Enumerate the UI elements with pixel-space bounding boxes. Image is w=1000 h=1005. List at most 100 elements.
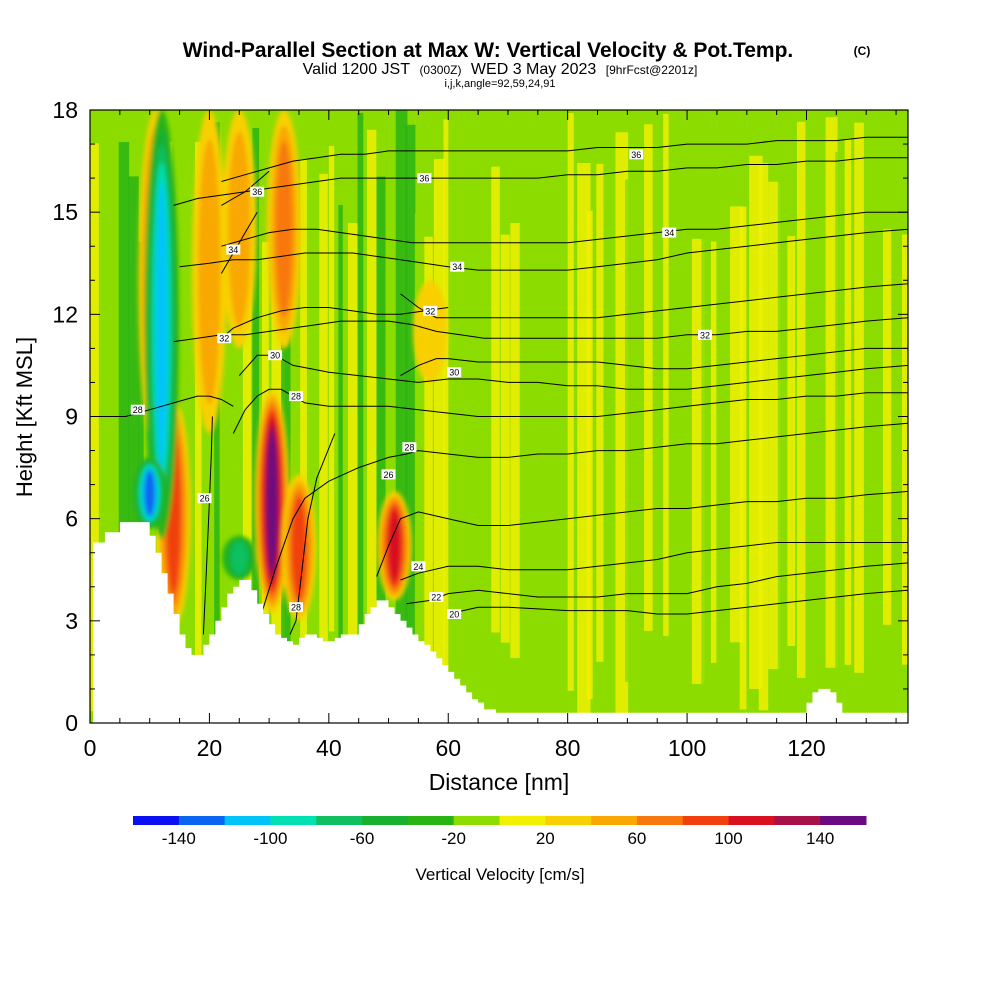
velocity-stripe xyxy=(338,205,343,651)
colorbar-tick-label: -140 xyxy=(162,829,196,848)
isentrope-label: 20 xyxy=(447,609,462,620)
x-tick-label: 120 xyxy=(787,735,825,761)
colorbar-label: Vertical Velocity [cm/s] xyxy=(415,865,584,884)
isentrope-label-text: 26 xyxy=(200,494,210,504)
velocity-stripe xyxy=(281,158,291,690)
copyright-mark: (C) xyxy=(854,44,871,58)
forecast-info: [9hrFcst@2201z] xyxy=(606,63,698,77)
isentrope-label-bg xyxy=(402,442,417,453)
isentrope-label-bg xyxy=(130,404,145,415)
y-tick-label: 9 xyxy=(65,404,78,430)
updraft-core xyxy=(388,509,401,583)
isentrope-label: 30 xyxy=(447,367,462,378)
velocity-stripe xyxy=(491,166,500,633)
velocity-stripe xyxy=(347,223,359,700)
velocity-stripe xyxy=(586,210,593,700)
velocity-stripe xyxy=(386,150,391,700)
velocity-stripe xyxy=(854,122,865,673)
isentrope-label-bg xyxy=(289,391,303,402)
isentrope-label-text: 30 xyxy=(270,351,280,361)
velocity-stripe xyxy=(252,127,260,648)
velocity-stripe xyxy=(539,208,548,633)
isentrope-label: 26 xyxy=(381,469,396,480)
isentrope-label-bg xyxy=(429,592,444,602)
isentrope-label: 32 xyxy=(217,333,232,344)
velocity-stripe xyxy=(519,185,529,624)
velocity-stripe xyxy=(892,245,899,638)
isentrope-label-bg xyxy=(250,186,265,197)
downdraft-core xyxy=(155,180,168,469)
isentrope-label: 28 xyxy=(402,442,417,453)
isentrope-label-bg xyxy=(447,609,462,619)
isentrope-label-bg xyxy=(417,173,432,184)
isentrope-line xyxy=(448,589,908,615)
velocity-stripe xyxy=(816,243,821,688)
isentrope-label-text: 28 xyxy=(133,405,143,415)
velocity-stripe xyxy=(472,232,482,711)
velocity-stripe xyxy=(882,229,892,625)
colorbar-tick-label: 20 xyxy=(536,829,555,848)
y-tick-label: 18 xyxy=(52,97,78,123)
velocity-stripe xyxy=(634,211,642,717)
isentrope-label: 36 xyxy=(250,186,265,197)
velocity-stripe xyxy=(596,163,604,662)
velocity-stripe xyxy=(500,234,510,643)
isentrope-label: 28 xyxy=(130,404,145,415)
isentrope-label-text: 24 xyxy=(413,562,423,572)
velocity-stripe xyxy=(624,179,634,682)
colorbar-tick-label: -60 xyxy=(350,829,375,848)
isentrope-label: 24 xyxy=(411,561,426,572)
y-tick-label: 6 xyxy=(65,506,78,532)
velocity-stripe xyxy=(787,235,796,646)
velocity-stripe xyxy=(414,213,424,723)
x-tick-label: 100 xyxy=(668,735,706,761)
isentrope-label: 32 xyxy=(423,305,438,316)
colorbar-tick-label: 60 xyxy=(627,829,646,848)
isentrope-label: 34 xyxy=(450,261,465,272)
valid-zulu: (0300Z) xyxy=(419,63,461,77)
x-tick-label: 80 xyxy=(555,735,581,761)
velocity-stripe xyxy=(300,159,307,723)
isentrope-label: 26 xyxy=(197,493,212,504)
isentrope-label: 34 xyxy=(226,244,241,255)
colorbar-swatch xyxy=(316,816,363,825)
isentrope-label-text: 28 xyxy=(291,392,301,402)
x-axis-label: Distance [nm] xyxy=(429,769,570,795)
velocity-stripe xyxy=(672,141,683,688)
y-tick-label: 12 xyxy=(52,301,78,327)
isentrope-label-text: 34 xyxy=(664,228,674,238)
velocity-stripe xyxy=(376,176,386,695)
isentrope-label-bg xyxy=(226,244,241,255)
velocity-stripe xyxy=(902,234,908,665)
x-tick-label: 0 xyxy=(84,735,97,761)
isentrope-line xyxy=(406,562,908,605)
y-tick-label: 15 xyxy=(52,199,78,225)
velocity-stripe xyxy=(825,117,838,668)
velocity-stripe xyxy=(691,238,705,684)
velocity-stripe xyxy=(128,176,139,666)
isentrope-labels: 20 22 24 26 28 28 30 30 32 32 32 34 34 34 36 36 36 26 28 28 xyxy=(130,149,712,620)
downdraft-core xyxy=(144,469,156,517)
x-tick-label: 20 xyxy=(197,735,223,761)
velocity-stripe xyxy=(720,131,728,691)
velocity-stripe xyxy=(615,132,629,715)
velocity-stripe xyxy=(99,229,108,715)
isentrope-line xyxy=(90,395,234,417)
downdraft-core xyxy=(230,541,248,575)
y-tick-label: 0 xyxy=(65,710,78,736)
colorbar-tick-label: -100 xyxy=(253,829,287,848)
velocity-stripe xyxy=(328,146,335,632)
isentrope-label-bg xyxy=(217,333,232,344)
velocity-stripe xyxy=(863,110,868,677)
section-params: i,j,k,angle=92,59,24,91 xyxy=(444,78,555,90)
colorbar-swatch xyxy=(499,816,546,825)
velocity-stripe xyxy=(424,236,433,689)
isentrope-line xyxy=(400,283,908,319)
velocity-stripe xyxy=(701,138,714,715)
chart-title: Wind-Parallel Section at Max W: Vertical… xyxy=(183,39,794,62)
isentrope-label-bg xyxy=(381,469,396,480)
velocity-cores xyxy=(132,110,448,628)
isentrope-line xyxy=(221,136,908,182)
velocity-stripe xyxy=(682,195,694,700)
